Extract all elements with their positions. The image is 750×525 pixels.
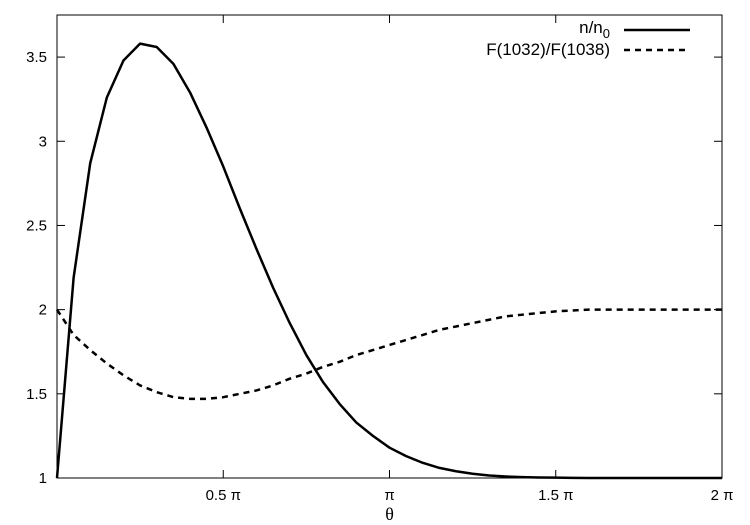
series-line-f-ratio: [55, 308, 722, 401]
legend-n-n0-subscript: 0: [603, 26, 610, 41]
legend-n-n0-main: n/n: [579, 18, 603, 37]
series-line-n-n0: [55, 42, 722, 480]
legend-label-n-n0: n/n0: [579, 18, 610, 41]
x-tick-label: 2 π: [711, 487, 734, 504]
axis-ticks: [57, 15, 723, 479]
legend-label-f-ratio: F(1032)/F(1038): [486, 40, 610, 59]
x-tick-label: 0.5 π: [206, 487, 241, 504]
y-tick-label: 1.5: [26, 386, 47, 403]
y-tick-label: 2: [39, 302, 47, 319]
x-axis-label: θ: [385, 504, 394, 524]
axis-tick-labels: 0.5 π π 1.5 π 2 π 1 1.5 2 2.5 3 3.5: [26, 49, 733, 504]
y-tick-label: 2.5: [26, 217, 47, 234]
legend: n/n0 F(1032)/F(1038): [486, 18, 690, 59]
series-layer: [55, 42, 722, 480]
x-tick-label: π: [384, 487, 394, 504]
plot-frame: [56, 14, 723, 479]
x-tick-label: 1.5 π: [538, 487, 573, 504]
y-tick-label: 3: [39, 133, 47, 150]
y-tick-label: 3.5: [26, 49, 47, 66]
y-tick-label: 1: [39, 470, 47, 487]
